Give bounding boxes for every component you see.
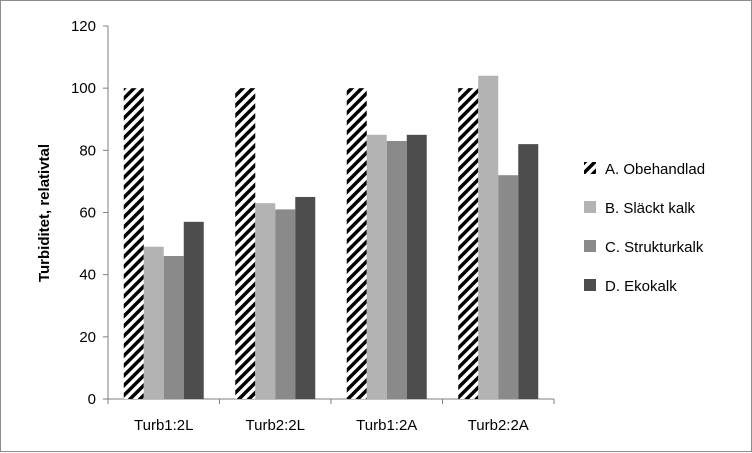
- bar-2-0: [163, 256, 184, 399]
- legend-swatch: [584, 279, 596, 291]
- y-tick-label: 40: [79, 267, 96, 284]
- bar-0-2: [346, 88, 367, 400]
- legend-swatch: [584, 162, 596, 174]
- y-tick-label: 100: [71, 80, 96, 97]
- bar-2-1: [275, 209, 296, 399]
- legend-label: D. Ekokalk: [605, 278, 677, 295]
- bar-1-1: [255, 203, 276, 399]
- y-tick-label: 120: [71, 18, 96, 35]
- bar-2-2: [386, 141, 407, 399]
- y-axis-title: Turbiditet, relativtal: [36, 144, 53, 282]
- x-category-label: Turb2:2L: [246, 417, 305, 434]
- bar-1-0: [143, 246, 164, 399]
- legend-swatch: [584, 240, 596, 252]
- x-axis-ticks: [107, 399, 555, 404]
- bar-1-2: [366, 134, 387, 399]
- bar-3-3: [518, 144, 539, 399]
- bar-0-1: [235, 88, 256, 400]
- bar-2-3: [498, 175, 519, 399]
- x-category-label: Turb2:2A: [468, 417, 529, 434]
- y-tick-label: 0: [88, 391, 96, 408]
- bar-1-3: [478, 75, 499, 399]
- y-axis-ticks: 0 20 40 60 80 100 120: [71, 18, 108, 408]
- bar-3-1: [295, 196, 316, 399]
- bar-0-3: [458, 88, 479, 400]
- category-labels: Turb1:2L Turb2:2L Turb1:2A Turb2:2A: [134, 417, 529, 434]
- legend-label: A. Obehandlad: [605, 161, 705, 178]
- legend-label: C. Strukturkalk: [605, 239, 704, 256]
- x-category-label: Turb1:2A: [356, 417, 417, 434]
- bar-3-2: [406, 134, 427, 399]
- y-tick-label: 60: [79, 205, 96, 222]
- legend: A. Obehandlad B. Släckt kalk C. Strukturka…: [584, 161, 705, 295]
- legend-label: B. Släckt kalk: [605, 200, 696, 217]
- y-tick-label: 20: [79, 329, 96, 346]
- bars: [123, 75, 539, 400]
- y-tick-label: 80: [79, 142, 96, 159]
- x-category-label: Turb1:2L: [134, 417, 193, 434]
- legend-swatch: [584, 201, 596, 213]
- bar-0-0: [123, 88, 144, 400]
- bar-3-0: [183, 221, 204, 399]
